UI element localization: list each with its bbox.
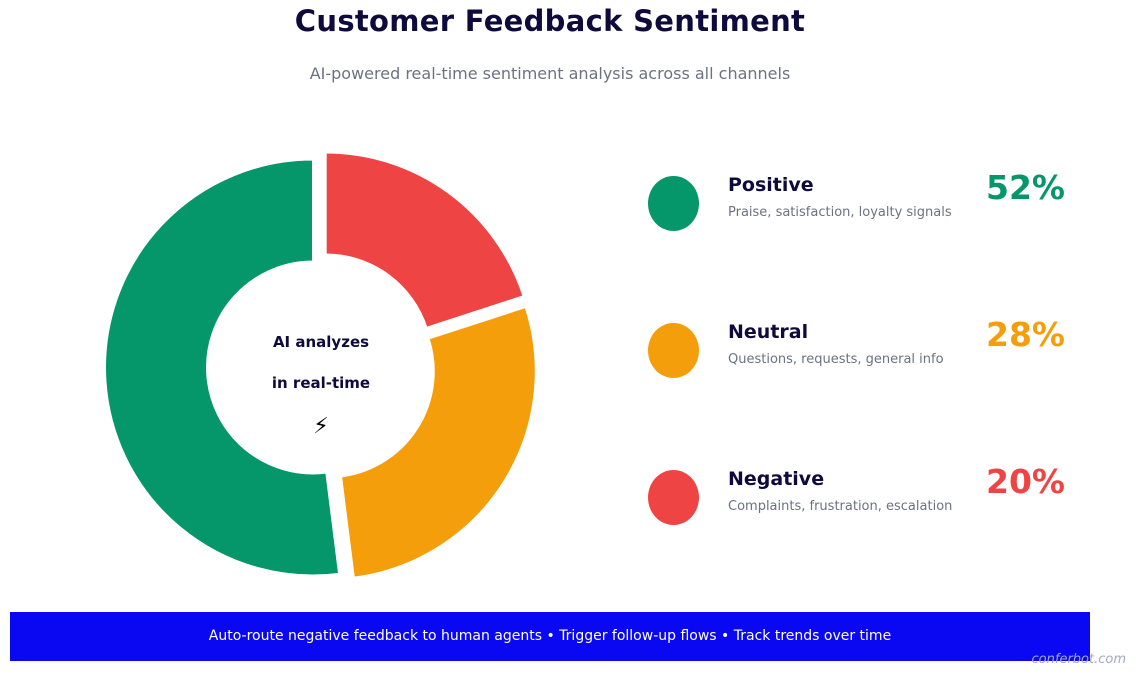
watermark: conferbot.com — [1031, 652, 1126, 667]
legend-item-negative: Negative Complaints, frustration, escala… — [640, 462, 1080, 540]
legend-swatch-neutral — [648, 323, 699, 378]
chart-subtitle: AI-powered real-time sentiment analysis … — [309, 64, 791, 83]
donut-slice-neutral — [339, 305, 537, 579]
legend-name-positive: Positive — [728, 174, 814, 196]
legend-desc-positive: Praise, satisfaction, loyalty signals — [728, 205, 952, 220]
center-label-line1: AI analyzes — [273, 333, 369, 351]
lightning-bolt-icon: ⚡ — [313, 414, 328, 439]
feature-banner: Auto-route negative feedback to human ag… — [10, 612, 1090, 661]
chart-title: Customer Feedback Sentiment — [294, 4, 806, 38]
center-label-line2: in real-time — [272, 374, 370, 392]
legend-percent-positive: 52% — [986, 168, 1065, 207]
legend-desc-negative: Complaints, frustration, escalation — [728, 499, 953, 514]
legend-name-neutral: Neutral — [728, 321, 809, 343]
legend-item-neutral: Neutral Questions, requests, general inf… — [640, 315, 1080, 393]
legend-percent-neutral: 28% — [986, 315, 1065, 354]
legend-item-positive: Positive Praise, satisfaction, loyalty s… — [640, 168, 1080, 246]
donut-slice-positive — [104, 158, 341, 577]
banner-text: Auto-route negative feedback to human ag… — [208, 628, 892, 644]
legend-swatch-positive — [648, 176, 699, 231]
donut-slice-negative — [324, 151, 525, 330]
legend-swatch-negative — [648, 470, 699, 525]
donut-chart: AI analyzes in real-time ⚡ — [104, 151, 537, 579]
legend-name-negative: Negative — [728, 468, 825, 490]
legend-percent-negative: 20% — [986, 462, 1065, 501]
legend-desc-neutral: Questions, requests, general info — [728, 352, 944, 367]
